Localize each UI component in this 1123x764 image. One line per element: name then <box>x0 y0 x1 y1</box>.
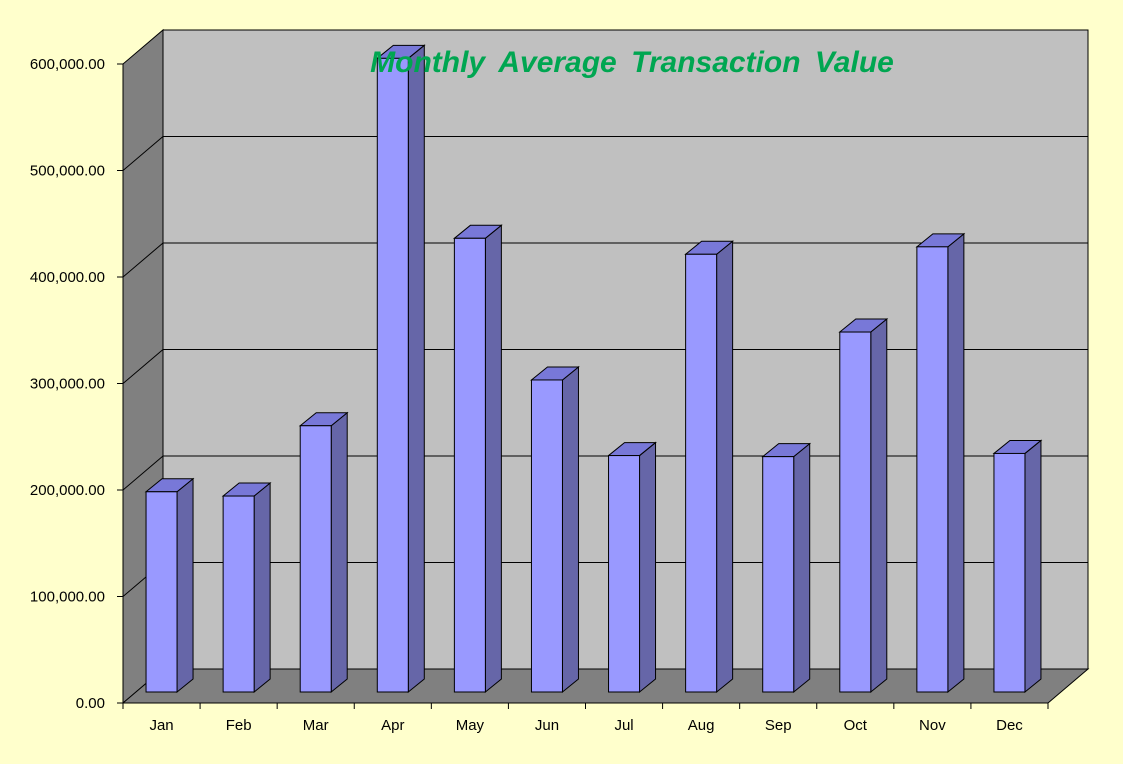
x-tick-label: Apr <box>381 717 404 734</box>
bar-front <box>453 237 486 693</box>
bar-oct <box>838 317 889 694</box>
gridline-side <box>122 136 164 171</box>
x-tick-labels: Jan Feb Mar Apr May Jun Jul Aug Sep Oct Nov Dec <box>149 717 1023 734</box>
bar-side <box>176 477 194 694</box>
bar-nov <box>915 232 966 694</box>
y-tick-label: 300,000.00 <box>30 376 105 393</box>
bar-side <box>870 317 888 694</box>
bar-side <box>561 365 579 694</box>
bar-side <box>716 240 734 694</box>
bar-side <box>330 411 348 694</box>
bar-front <box>839 331 872 693</box>
bar-side <box>793 442 811 694</box>
bar-front <box>222 495 255 693</box>
x-tick-label: Oct <box>844 717 868 734</box>
x-tick-label: Dec <box>996 717 1023 734</box>
bar-front <box>916 246 949 693</box>
bar-front <box>145 491 178 693</box>
bar-front <box>762 456 795 693</box>
bar-jun <box>530 365 580 694</box>
x-tick-label: Nov <box>919 717 946 734</box>
y-tick-label: 600,000.00 <box>30 56 105 73</box>
bar-side <box>407 44 425 694</box>
bar-front <box>299 425 332 693</box>
bars <box>144 44 1043 694</box>
bar-feb <box>221 481 272 694</box>
x-tick-label: May <box>456 717 485 734</box>
bar-mar <box>298 411 349 694</box>
gridline-side <box>122 455 164 491</box>
bar-front <box>376 57 409 693</box>
x-tick-label: Feb <box>226 717 252 734</box>
x-tick-label: Aug <box>688 717 715 734</box>
bar-side <box>947 232 965 694</box>
gridline-side <box>122 242 164 278</box>
x-tick-label: Mar <box>303 717 329 734</box>
bar-may <box>452 224 503 694</box>
bar-side <box>639 441 657 694</box>
y-tick-label: 500,000.00 <box>30 163 105 180</box>
y-tick-label: 100,000.00 <box>30 589 105 606</box>
bar-sep <box>761 442 812 694</box>
bar-front <box>685 253 718 693</box>
gridline-side <box>122 349 164 384</box>
bar-side <box>484 224 502 694</box>
bar-jul <box>607 441 657 694</box>
bar-dec <box>992 439 1043 694</box>
y-tick-label: 0.00 <box>76 695 105 712</box>
chart-title: Monthly Average Transaction Value <box>370 46 894 79</box>
bar-front <box>993 452 1026 693</box>
bar-jan <box>144 477 195 694</box>
bar-aug <box>684 240 735 694</box>
y-tick-label: 400,000.00 <box>30 269 105 286</box>
x-tick-label: Jan <box>149 717 173 734</box>
y-tick-labels: 0.00 100,000.00 200,000.00 300,000.00 400,00… <box>30 56 105 712</box>
bar-side <box>253 481 271 694</box>
x-tick-label: Sep <box>765 717 792 734</box>
bar-front <box>530 379 563 693</box>
bar-apr <box>375 44 426 694</box>
y-tick-label: 200,000.00 <box>30 482 105 499</box>
axes <box>117 63 1049 709</box>
x-tick-label: Jun <box>535 717 559 734</box>
bar-side <box>1024 439 1042 694</box>
bar-front <box>608 455 641 693</box>
x-tick-label: Jul <box>614 717 633 734</box>
